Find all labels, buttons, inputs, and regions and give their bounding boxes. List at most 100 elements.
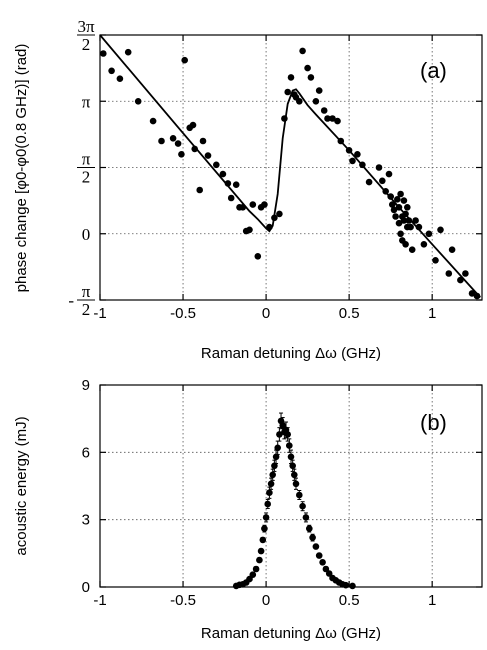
data-point [319,559,326,566]
data-point [445,270,453,277]
data-point [395,219,403,227]
y-tick-value: 0 [82,225,91,244]
panel-b-y-tick-label: 6 [82,444,90,461]
data-point [158,137,165,145]
data-point [407,223,414,231]
data-point [468,290,476,297]
data-point [400,217,408,224]
data-point [309,534,316,541]
panel-b-x-tick-label: -0.5 [170,592,196,609]
data-point [420,241,428,248]
data-point [246,226,253,234]
data-point [329,115,336,122]
y-tick-numerator: 3π [77,17,95,36]
panel-b-ticks [99,384,482,588]
data-point [204,152,212,159]
data-point [345,147,353,154]
data-point [299,502,306,510]
panel-b-x-tick-label: -1 [93,592,106,609]
panel-a-y-tick-label: π2 [77,150,95,187]
data-point [287,453,295,461]
panel-a-x-axis-label: Raman detuning Δω (GHz) [201,345,381,362]
y-tick-denominator: 2 [82,168,91,187]
data-point [284,431,292,438]
y-tick-denominator: 2 [82,35,91,54]
data-point [276,431,283,438]
data-point [296,491,303,499]
data-point [254,252,262,260]
data-point [199,137,207,145]
data-point [276,210,283,218]
data-point [349,582,356,590]
data-point [256,556,263,564]
data-point [196,186,203,194]
panel-b-x-tick-labels: -1 -0.5 0 0.5 1 [93,592,436,609]
panel-a-grid [100,35,482,300]
data-point [181,56,188,64]
data-point [266,489,273,497]
data-point [284,88,292,96]
data-point [261,525,268,532]
data-point [307,74,315,81]
data-point [124,48,132,56]
data-point [296,98,303,105]
panel-a-x-tick-labels: -1 -0.5 0 0.5 1 [93,305,436,322]
y-tick-numerator: π [82,282,91,301]
data-point [304,64,311,72]
panel-b-y-tick-labels: 0 3 6 9 [82,377,90,596]
data-point [402,241,409,248]
data-point [271,462,278,470]
panel-b-label: (b) [420,410,447,435]
data-point [169,135,177,142]
panel-a-data-points [100,47,481,300]
data-point [437,226,444,234]
y-tick-value: π [82,92,91,111]
data-point [232,181,240,188]
data-point [249,201,257,208]
data-point [473,292,481,300]
panel-b-data-points [232,412,356,590]
panel-a-y-tick-label: 0 [82,225,91,244]
y-tick-denominator: 2 [82,300,91,319]
data-point [337,137,345,145]
data-point [315,552,323,559]
data-point [100,50,107,57]
data-point [178,151,185,158]
data-point [324,115,331,122]
data-point [287,74,295,81]
panel-a-y-tick-label: π2- [68,282,95,319]
panel-b: -1 -0.5 0 0.5 1 0 3 6 9 (b) Raman detuning Δω (… [13,377,483,642]
data-point [392,213,399,220]
data-point [224,180,232,187]
data-point [269,471,277,479]
data-point [267,480,275,488]
data-point [312,98,320,105]
panel-b-y-tick-label: 9 [82,377,90,394]
data-point [189,121,197,129]
data-point [149,117,157,125]
data-point [174,140,182,147]
panel-b-x-axis-label: Raman detuning Δω (GHz) [201,625,381,642]
panel-a-y-tick-label: 3π2 [77,17,95,54]
data-point [213,161,220,169]
data-point [286,442,293,449]
data-point [385,170,393,178]
data-point [266,223,273,231]
data-point [432,257,439,264]
data-point [259,536,267,544]
data-point [354,151,361,158]
data-point [302,514,310,521]
data-point [315,87,323,94]
data-point [415,223,423,231]
data-point [116,75,124,82]
panel-b-y-axis-label: acoustic energy (mJ) [13,416,30,555]
data-point [292,480,300,488]
data-point [448,246,456,253]
panel-b-x-tick-label: 0 [262,592,270,609]
panel-a-x-tick-label: 0 [262,305,270,322]
panel-b-y-tick-label: 3 [82,512,90,529]
data-point [281,115,288,122]
data-point [334,117,341,125]
data-point [134,98,142,105]
